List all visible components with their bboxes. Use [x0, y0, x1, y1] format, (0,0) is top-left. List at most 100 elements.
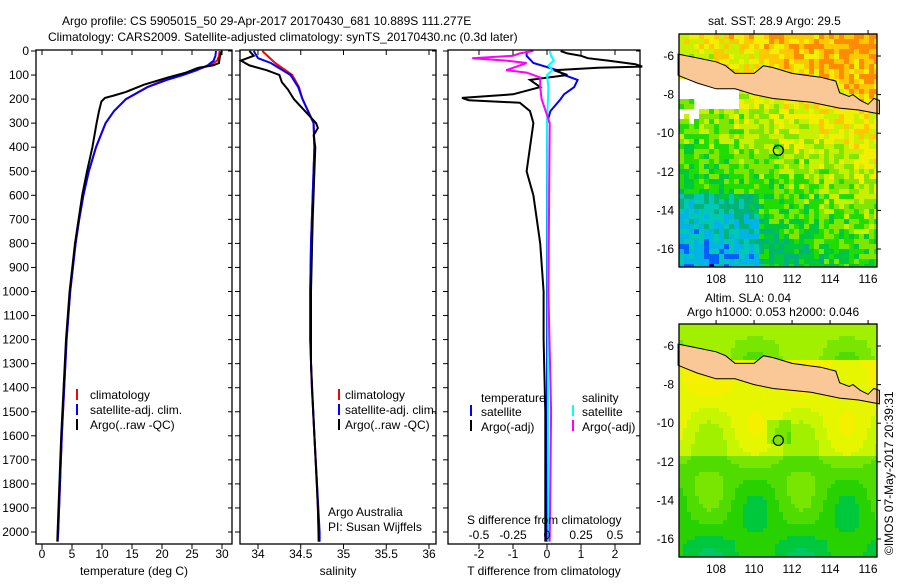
legend-title-temperature: temperature	[481, 391, 546, 405]
temperature-legend: climatology satellite-adj. clim. Argo(..…	[76, 388, 182, 432]
y-tick-label: 2000	[2, 525, 29, 539]
title-line-1: Argo profile: CS 5905015_50 29-Apr-2017 …	[62, 14, 471, 28]
lon-tick-label: 110	[744, 562, 763, 576]
y-tick-label: 700	[9, 212, 29, 226]
sst-map-title: sat. SST: 28.9 Argo: 29.5	[708, 14, 841, 28]
y-tick-label: 800	[9, 236, 29, 250]
sla-map-title-1: Altim. SLA: 0.04	[705, 291, 791, 305]
y-tick-label: 1700	[2, 453, 29, 467]
y-tick-label: 900	[9, 260, 29, 274]
lon-tick-label: 108	[706, 562, 726, 576]
lat-tick-label: -10	[657, 416, 675, 430]
legend-swatch-satellite	[76, 404, 78, 415]
copyright-timestamp: ©IMOS 07-May-2017 20:39:31	[882, 391, 896, 555]
legend-label: satellite-adj. clim.	[90, 403, 182, 417]
series-line-t-satellite	[527, 51, 578, 542]
lat-tick-label: -16	[657, 242, 675, 256]
legend-label: climatology	[90, 388, 150, 402]
y-tick-label: 100	[9, 68, 29, 82]
salinity-legend: climatology satellite-adj. clim. Argo(..…	[328, 388, 437, 534]
lat-tick-label: -14	[657, 203, 675, 217]
series-line-t-argo-adj-	[462, 51, 642, 542]
legend-title-salinity: salinity	[582, 391, 619, 405]
annotation-pi: PI: Susan Wijffels	[328, 520, 422, 534]
y-tick-label: 1300	[2, 357, 29, 371]
s-tick-label: 0	[544, 528, 551, 542]
legend-label: Argo(..raw -QC)	[345, 418, 430, 432]
legend-swatch-satellite	[338, 404, 340, 415]
lat-tick-label: -8	[663, 88, 674, 102]
x-tick-label: 34	[251, 547, 265, 561]
x-tick-label: 5	[69, 547, 76, 561]
x-tick-label: 30	[215, 547, 229, 561]
x-tick-label: 1	[578, 547, 585, 561]
y-tick-label: 1100	[3, 309, 29, 323]
x-tick-label: 20	[155, 547, 169, 561]
s-tick-label: 0.25	[569, 528, 593, 542]
sla-map-title-2: Argo h1000: 0.053 h2000: 0.046	[687, 305, 859, 319]
legend-label: climatology	[345, 388, 405, 402]
y-tick-label: 1000	[2, 285, 29, 299]
legend-swatch-s-argo	[572, 420, 574, 431]
lon-tick-label: 114	[820, 562, 839, 576]
x-tick-label: 34.5	[289, 547, 313, 561]
legend-label: Argo(-adj)	[481, 420, 534, 434]
y-tick-label: 1900	[2, 501, 29, 515]
y-tick-label: 200	[9, 92, 29, 106]
lat-tick-label: -8	[663, 378, 674, 392]
lat-tick-label: -10	[657, 126, 675, 140]
lon-tick-label: 110	[744, 272, 763, 286]
legend-label: satellite	[582, 405, 623, 419]
x-tick-label: -2	[474, 547, 485, 561]
salinity-panel: 34 34.5 35 35.5 36 salinity	[235, 50, 436, 578]
series-line-s-argo-adj-	[472, 51, 551, 542]
x-tick-label: 2	[612, 547, 619, 561]
x-tick-label: 35	[337, 547, 351, 561]
y-tick-label: 600	[9, 188, 29, 202]
legend-swatch-t-argo	[470, 420, 472, 431]
y-tick-label: 1600	[2, 429, 29, 443]
s-tick-label: -0.25	[499, 528, 527, 542]
legend-label: Argo(-adj)	[582, 420, 635, 434]
s-tick-label: -0.5	[469, 528, 490, 542]
plot-frame	[240, 50, 436, 544]
x-tick-label: 36	[422, 547, 436, 561]
y-tick-label: 0	[22, 44, 29, 58]
x-tick-label: -1	[508, 547, 519, 561]
y-tick-label: 400	[9, 140, 29, 154]
x-axis-label: T difference from climatology	[467, 564, 621, 578]
s-axis-label: S difference from climatology	[467, 513, 622, 527]
series-line-satellite-adj-clim-	[58, 51, 216, 542]
x-axis-label: temperature (deg C)	[80, 564, 188, 578]
y-tick-label: 1400	[2, 381, 29, 395]
legend-swatch-argo	[76, 419, 78, 430]
lon-tick-label: 116	[858, 562, 877, 576]
y-tick-label: 1200	[2, 333, 29, 347]
legend-swatch-t-satellite	[470, 405, 472, 416]
series-line-climatology	[58, 51, 220, 542]
x-axis-label: salinity	[320, 564, 357, 578]
lon-tick-label: 112	[782, 562, 801, 576]
legend-swatch-climatology	[76, 389, 78, 400]
legend-label: satellite	[481, 405, 522, 419]
y-tick-label: 1800	[2, 477, 29, 491]
series-line-argo-raw-qc-	[241, 51, 319, 542]
lat-tick-label: -14	[657, 493, 675, 507]
x-tick-label: 25	[185, 547, 199, 561]
title-line-2: Climatology: CARS2009. Satellite-adjuste…	[48, 30, 518, 44]
series-line-argo-raw-qc-	[57, 51, 222, 542]
legend-swatch-argo	[338, 419, 340, 430]
annotation-argo-australia: Argo Australia	[328, 505, 403, 519]
lon-tick-label: 108	[706, 272, 726, 286]
series-line-satellite-adj-clim-	[254, 51, 320, 542]
plot-frame	[36, 50, 232, 544]
x-tick-label: 35.5	[375, 547, 399, 561]
x-tick-label: 0	[39, 547, 46, 561]
legend-swatch-s-satellite	[572, 405, 574, 416]
lat-tick-label: -6	[663, 339, 674, 353]
